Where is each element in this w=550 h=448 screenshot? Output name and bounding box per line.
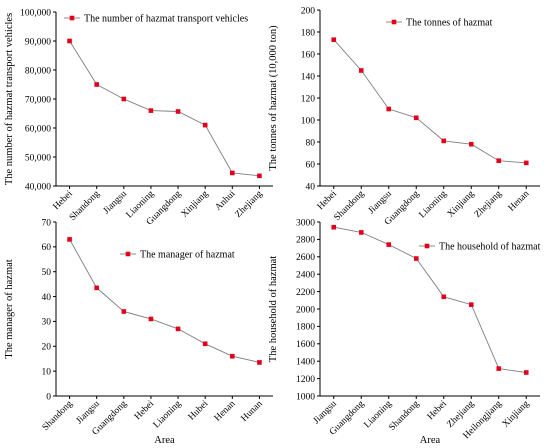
data-point-jiangsu — [94, 285, 99, 291]
y-tick-label: 100 — [301, 116, 316, 126]
series-line — [69, 239, 260, 363]
y-tick-label: 50,000 — [25, 153, 51, 163]
y-tick-label: 30 — [42, 318, 52, 328]
legend-label: The tonnes of hazmat — [406, 18, 493, 29]
legend-label: The manager of hazmat — [140, 250, 235, 261]
data-point-henan — [230, 353, 235, 359]
data-point-jiangsu — [386, 106, 392, 112]
legend: The tonnes of hazmat — [386, 18, 493, 29]
x-axis-label: Area — [420, 435, 441, 446]
data-point-guangdong — [121, 309, 127, 314]
data-point-shandong — [94, 82, 99, 87]
series-line — [69, 40, 260, 177]
y-tick-label: 60,000 — [25, 124, 51, 134]
y-tick-label: 2800 — [296, 236, 315, 246]
y-tick-label: 40 — [42, 293, 52, 303]
data-point-zhejiang — [468, 302, 474, 307]
legend: The manager of hazmat — [120, 250, 235, 261]
y-tick-label: 90,000 — [25, 37, 51, 47]
data-point-hebei — [67, 38, 72, 44]
y-tick-label: 10 — [42, 367, 52, 377]
y-tick-label: 40,000 — [25, 182, 51, 192]
y-tick-label: 1800 — [296, 323, 315, 333]
y-tick-label: 1000 — [296, 392, 315, 402]
data-point-guangdong — [358, 230, 364, 235]
data-point-hunan — [257, 360, 262, 365]
series-line — [333, 226, 527, 373]
y-tick-label: 100,000 — [20, 8, 51, 18]
data-point-henan — [523, 160, 529, 166]
y-tick-label: 60 — [42, 243, 52, 253]
legend-marker-swatch — [69, 15, 75, 21]
y-tick-label: 200 — [301, 6, 316, 16]
legend-marker-swatch — [125, 251, 131, 257]
legend: The household of hazmat — [419, 242, 541, 253]
y-tick-label: 2600 — [296, 253, 315, 263]
y-tick-label: 70 — [42, 218, 52, 228]
y-tick-label: 2000 — [296, 305, 315, 315]
data-point-zhejiang — [257, 173, 262, 179]
data-point-jiangsu — [331, 224, 337, 230]
y-tick-label: 1400 — [296, 358, 315, 368]
data-point-xinjiang — [468, 141, 474, 147]
data-point-guangdong — [175, 109, 181, 114]
data-point-liaoning — [175, 326, 181, 332]
data-point-hebei — [148, 316, 154, 322]
data-point-hebei — [441, 294, 447, 300]
data-point-guangdong — [413, 115, 419, 121]
data-point-jiangsu — [121, 96, 127, 102]
y-tick-label: 80,000 — [25, 66, 51, 76]
data-point-xinjiang — [202, 122, 208, 128]
y-tick-label: 2400 — [296, 271, 315, 281]
data-point-shandong — [67, 237, 72, 242]
legend-marker-swatch — [391, 19, 397, 25]
y-tick-label: 120 — [301, 94, 316, 104]
data-point-liaoning — [386, 242, 392, 247]
y-tick-label: 70,000 — [25, 95, 51, 105]
y-tick-label: 20 — [42, 343, 52, 353]
y-tick-label: 0 — [46, 392, 51, 402]
legend: The number of hazmat transport vehicles — [64, 14, 248, 25]
y-axis-label: The household of hazmat — [268, 256, 279, 363]
data-point-xinjiang — [523, 370, 529, 375]
series-line — [333, 39, 527, 164]
legend-label: The household of hazmat — [439, 242, 541, 253]
y-tick-label: 2200 — [296, 288, 315, 298]
data-point-liaoning — [148, 108, 154, 113]
y-tick-label: 140 — [301, 72, 316, 82]
data-point-liaoning — [441, 138, 447, 144]
y-tick-label: 3000 — [296, 218, 315, 228]
y-tick-label: 60 — [306, 160, 316, 170]
y-tick-label: 1200 — [296, 375, 315, 385]
y-tick-label: 160 — [301, 50, 316, 60]
y-tick-label: 50 — [42, 268, 52, 278]
legend-marker-swatch — [424, 243, 430, 249]
data-point-anhui — [230, 170, 235, 176]
data-point-shandong — [358, 68, 364, 73]
x-axis-label: Area — [154, 435, 175, 446]
data-point-shandong — [413, 256, 419, 261]
data-point-hebei — [331, 37, 337, 42]
data-point-zhejiang — [496, 158, 502, 163]
y-axis-label: The manager of hazmat — [4, 259, 15, 358]
y-tick-label: 80 — [306, 138, 316, 148]
data-point-hubei — [202, 341, 208, 347]
y-axis-label: The number of hazmat transport vehicles — [4, 13, 15, 185]
y-tick-label: 40 — [306, 182, 316, 192]
y-tick-label: 180 — [301, 28, 316, 38]
data-point-heilongjiang — [496, 366, 502, 371]
legend-label: The number of hazmat transport vehicles — [84, 14, 248, 25]
y-axis-label: The tonnes of hazmat (10,000 ton) — [268, 25, 279, 171]
y-tick-label: 1600 — [296, 340, 315, 350]
